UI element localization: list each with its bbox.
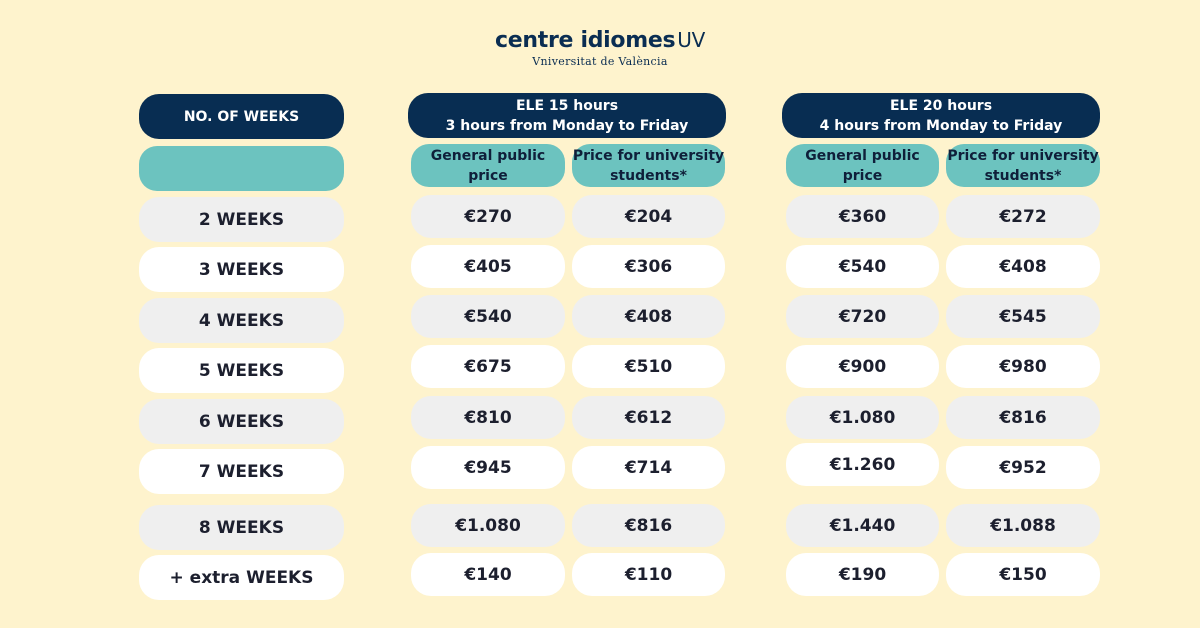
weeks-cell: 5 WEEKS bbox=[139, 348, 344, 393]
price-cell-15-general: €675 bbox=[411, 345, 565, 388]
price-cell-20-student: €1.088 bbox=[946, 504, 1100, 547]
price-cell-15-general: €945 bbox=[411, 446, 565, 489]
price-cell-15-general: €540 bbox=[411, 295, 565, 338]
weeks-cell: 6 WEEKS bbox=[139, 399, 344, 444]
ele15-schedule: 3 hours from Monday to Friday bbox=[445, 117, 689, 134]
price-cell-15-general: €810 bbox=[411, 396, 565, 439]
price-cell-15-general: €270 bbox=[411, 195, 565, 238]
logo-wordmark: centre idiomes bbox=[495, 28, 676, 53]
ele20-general-header: General public price bbox=[786, 144, 939, 187]
price-cell-20-general: €1.260 bbox=[786, 443, 939, 486]
weeks-cell: 7 WEEKS bbox=[139, 449, 344, 494]
weeks-header: NO. OF WEEKS bbox=[139, 94, 344, 139]
price-cell-20-student: €272 bbox=[946, 195, 1100, 238]
price-cell-20-student: €816 bbox=[946, 396, 1100, 439]
ele20-title: ELE 20 hours bbox=[889, 97, 993, 114]
price-cell-15-general: €140 bbox=[411, 553, 565, 596]
price-cell-20-student: €545 bbox=[946, 295, 1100, 338]
ele15-student-header: Price for university students* bbox=[572, 144, 725, 187]
price-cell-15-student: €714 bbox=[572, 446, 725, 489]
price-cell-20-general: €190 bbox=[786, 553, 939, 596]
price-cell-20-general: €540 bbox=[786, 245, 939, 288]
price-cell-20-student: €952 bbox=[946, 446, 1100, 489]
ele20-student-header: Price for university students* bbox=[946, 144, 1100, 187]
ele15-general-header: General public price bbox=[411, 144, 565, 187]
weeks-cell: + extra WEEKS bbox=[139, 555, 344, 600]
weeks-cell: 8 WEEKS bbox=[139, 505, 344, 550]
price-cell-20-general: €1.440 bbox=[786, 504, 939, 547]
ele15-header: ELE 15 hours 3 hours from Monday to Frid… bbox=[408, 93, 726, 138]
price-cell-15-student: €816 bbox=[572, 504, 725, 547]
price-cell-20-student: €980 bbox=[946, 345, 1100, 388]
logo: centre idiomes UV Vniversitat de València bbox=[0, 28, 1200, 68]
price-cell-15-student: €204 bbox=[572, 195, 725, 238]
weeks-subheader-blank bbox=[139, 146, 344, 191]
logo-uv: UV bbox=[677, 28, 705, 52]
price-cell-20-general: €360 bbox=[786, 195, 939, 238]
price-cell-15-student: €306 bbox=[572, 245, 725, 288]
weeks-cell: 3 WEEKS bbox=[139, 247, 344, 292]
price-cell-20-student: €408 bbox=[946, 245, 1100, 288]
ele15-title: ELE 15 hours bbox=[515, 97, 619, 114]
price-cell-20-general: €720 bbox=[786, 295, 939, 338]
price-cell-15-general: €1.080 bbox=[411, 504, 565, 547]
price-cell-15-student: €510 bbox=[572, 345, 725, 388]
price-cell-20-student: €150 bbox=[946, 553, 1100, 596]
price-cell-15-general: €405 bbox=[411, 245, 565, 288]
weeks-cell: 2 WEEKS bbox=[139, 197, 344, 242]
ele20-header: ELE 20 hours 4 hours from Monday to Frid… bbox=[782, 93, 1100, 138]
weeks-cell: 4 WEEKS bbox=[139, 298, 344, 343]
logo-university: Vniversitat de València bbox=[532, 55, 668, 68]
price-cell-15-student: €408 bbox=[572, 295, 725, 338]
price-cell-20-general: €900 bbox=[786, 345, 939, 388]
price-cell-15-student: €110 bbox=[572, 553, 725, 596]
ele20-schedule: 4 hours from Monday to Friday bbox=[819, 117, 1063, 134]
price-cell-20-general: €1.080 bbox=[786, 396, 939, 439]
price-cell-15-student: €612 bbox=[572, 396, 725, 439]
